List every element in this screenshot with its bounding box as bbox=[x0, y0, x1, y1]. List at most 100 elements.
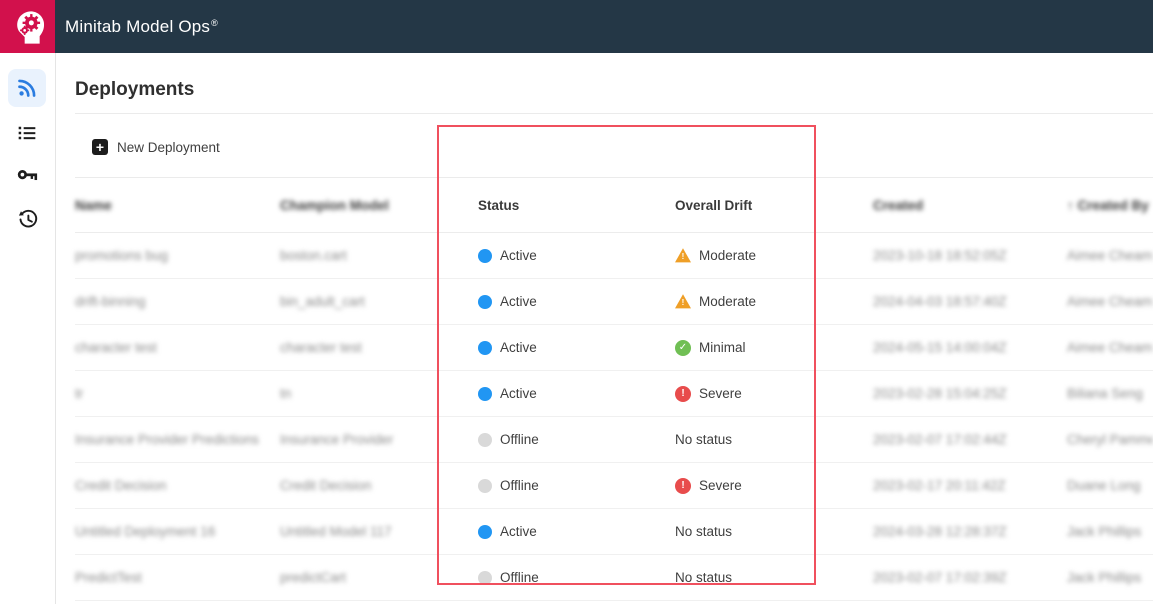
created-by: Jack Phillips bbox=[1067, 524, 1142, 539]
status-label: Active bbox=[500, 248, 537, 263]
status-label: Active bbox=[500, 386, 537, 401]
drift-label: No status bbox=[675, 570, 733, 585]
drift-severe-icon: ! bbox=[675, 385, 691, 402]
deployment-name: drift-binning bbox=[75, 294, 146, 309]
drift-minimal-icon: ✓ bbox=[675, 339, 691, 356]
deployment-name: Insurance Provider Predictions bbox=[75, 432, 259, 447]
created-timestamp: 2023-10-18 18:52:05Z bbox=[873, 248, 1007, 263]
status-cell: Active bbox=[478, 340, 675, 355]
new-deployment-label: New Deployment bbox=[117, 139, 220, 155]
sidebar-item-model-list[interactable] bbox=[8, 114, 46, 152]
page-title: Deployments bbox=[75, 79, 195, 100]
list-icon bbox=[18, 126, 36, 140]
table-row[interactable]: Insurance Provider Predictions Insurance … bbox=[75, 417, 1153, 463]
overall-drift-cell: ✓ Minimal bbox=[675, 339, 873, 356]
minitab-logo[interactable] bbox=[0, 0, 55, 53]
table-row[interactable]: drift-binning bin_adult_cart Active! Modera… bbox=[75, 279, 1153, 325]
drift-label: Severe bbox=[699, 386, 742, 401]
column-header-created[interactable]: Created bbox=[873, 197, 924, 213]
head-gear-logo-icon bbox=[16, 10, 44, 44]
created-timestamp: 2024-03-28 12:28:37Z bbox=[873, 524, 1007, 539]
overall-drift-cell: ! Severe bbox=[675, 385, 873, 402]
status-label: Offline bbox=[500, 478, 539, 493]
overall-drift-cell: No status bbox=[675, 432, 873, 447]
champion-model: Credit Decision bbox=[280, 478, 372, 493]
champion-model: Insurance Provider bbox=[280, 432, 394, 447]
column-header-champion-model[interactable]: Champion Model bbox=[280, 197, 389, 213]
created-by: Aimee Cheam bbox=[1067, 340, 1153, 355]
drift-moderate-icon: ! bbox=[675, 294, 691, 309]
drift-label: Moderate bbox=[699, 294, 757, 309]
status-label: Active bbox=[500, 524, 537, 539]
overall-drift-cell: ! Moderate bbox=[675, 248, 873, 263]
status-active-dot-icon bbox=[478, 248, 492, 263]
status-label: Active bbox=[500, 340, 537, 355]
status-cell: Offline bbox=[478, 432, 675, 447]
key-icon bbox=[17, 170, 38, 181]
status-active-dot-icon bbox=[478, 340, 492, 355]
created-by: Aimee Cheam bbox=[1067, 294, 1153, 309]
drift-label: No status bbox=[675, 524, 733, 539]
created-timestamp: 2023-02-17 20:11:42Z bbox=[873, 478, 1006, 493]
column-header-overall-drift[interactable]: Overall Drift bbox=[675, 197, 753, 213]
sidebar-item-api-keys[interactable] bbox=[8, 157, 46, 195]
sidebar-item-history[interactable] bbox=[8, 200, 46, 238]
deployment-name: Untitled Deployment 16 bbox=[75, 524, 216, 539]
history-icon bbox=[18, 209, 37, 227]
sidebar-item-deployments[interactable] bbox=[8, 69, 46, 107]
status-cell: Active bbox=[478, 294, 675, 309]
created-timestamp: 2023-02-07 17:02:39Z bbox=[873, 570, 1007, 585]
deployment-name: tr bbox=[75, 386, 84, 401]
created-by: Jack Phillips bbox=[1067, 570, 1142, 585]
created-by: Duane Long bbox=[1067, 478, 1141, 493]
deployments-table: Name Champion Model Status Overall Drift Cre… bbox=[75, 178, 1153, 601]
deployment-name: character test bbox=[75, 340, 157, 355]
rss-feed-icon bbox=[18, 79, 36, 97]
created-timestamp: 2024-04-03 18:57:40Z bbox=[873, 294, 1007, 309]
champion-model: bin_adult_cart bbox=[280, 294, 365, 309]
table-row[interactable]: tr tn Active! Severe 2023-02-28 15:04:25Z Bil… bbox=[75, 371, 1153, 417]
created-by: Cheryl Pammer bbox=[1067, 432, 1153, 447]
created-timestamp: 2024-05-15 14:00:04Z bbox=[873, 340, 1007, 355]
table-row[interactable]: character test character test Active ✓ Minim… bbox=[75, 325, 1153, 371]
table-row[interactable]: Untitled Deployment 16 Untitled Model 117… bbox=[75, 509, 1153, 555]
overall-drift-cell: No status bbox=[675, 524, 873, 539]
column-header-name[interactable]: Name bbox=[75, 197, 112, 213]
plus-icon: + bbox=[92, 139, 108, 155]
drift-severe-icon: ! bbox=[675, 477, 691, 494]
top-header-bar: Minitab Model Ops ® bbox=[0, 0, 1153, 53]
created-by: Biliana Seng bbox=[1067, 386, 1143, 401]
status-cell: Active bbox=[478, 386, 675, 401]
overall-drift-cell: ! Moderate bbox=[675, 294, 873, 309]
status-cell: Offline bbox=[478, 478, 675, 493]
status-offline-dot-icon bbox=[478, 478, 492, 493]
deployment-name: Credit Decision bbox=[75, 478, 167, 493]
table-row[interactable]: Credit Decision Credit Decision Offline! Se… bbox=[75, 463, 1153, 509]
drift-label: Minimal bbox=[699, 340, 746, 355]
table-body: promotions bug boston.cart Active! Moderate… bbox=[75, 233, 1153, 601]
created-timestamp: 2023-02-28 15:04:25Z bbox=[873, 386, 1007, 401]
column-header--created-by[interactable]: ↑ Created By bbox=[1067, 197, 1149, 213]
deployment-name: PredictTest bbox=[75, 570, 142, 585]
drift-moderate-icon: ! bbox=[675, 248, 691, 263]
app-title: Minitab Model Ops ® bbox=[65, 16, 218, 36]
created-by: Aimee Cheam bbox=[1067, 248, 1153, 263]
champion-model: predictCart bbox=[280, 570, 347, 585]
drift-label: Moderate bbox=[699, 248, 757, 263]
status-active-dot-icon bbox=[478, 386, 492, 401]
table-row[interactable]: PredictTest predictCart Offline No status 20… bbox=[75, 555, 1153, 601]
divider bbox=[75, 177, 1153, 178]
column-header-status[interactable]: Status bbox=[478, 197, 520, 213]
status-offline-dot-icon bbox=[478, 570, 492, 585]
created-timestamp: 2023-02-07 17:02:44Z bbox=[873, 432, 1007, 447]
champion-model: tn bbox=[280, 386, 292, 401]
divider bbox=[75, 113, 1153, 114]
status-active-dot-icon bbox=[478, 524, 492, 539]
table-header-row: Name Champion Model Status Overall Drift Cre… bbox=[75, 178, 1153, 233]
table-row[interactable]: promotions bug boston.cart Active! Moderate… bbox=[75, 233, 1153, 279]
status-offline-dot-icon bbox=[478, 432, 492, 447]
status-label: Offline bbox=[500, 570, 539, 585]
drift-label: Severe bbox=[699, 478, 742, 493]
new-deployment-button[interactable]: + New Deployment bbox=[92, 134, 220, 160]
